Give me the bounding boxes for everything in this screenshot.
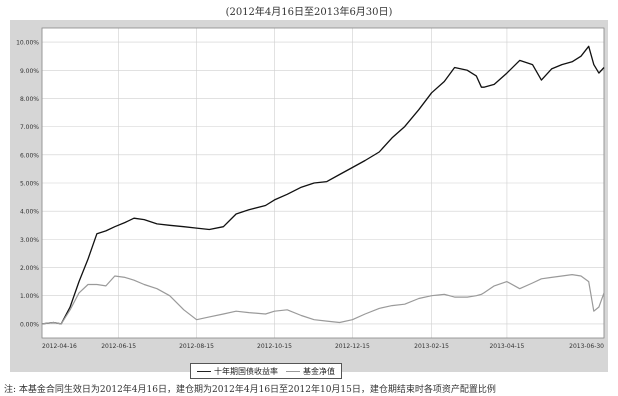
- x-axis-ticks: 2012-04-16 2012-06-15 2012-08-15 2012-10-15…: [42, 343, 604, 350]
- legend-label-series-1: 十年期国债收益率: [214, 366, 278, 376]
- y-tick-label: 4.00%: [20, 209, 39, 216]
- y-tick-label: 10.00%: [16, 40, 39, 47]
- y-tick-label: 5.00%: [20, 181, 39, 188]
- x-tick-label: 2013-04-15: [489, 343, 524, 350]
- x-tick-label: 2013-02-15: [414, 343, 449, 350]
- x-tick-label: 2012-04-16: [42, 343, 77, 350]
- legend-label-series-2: 基金净值: [303, 366, 335, 376]
- y-tick-label: 7.00%: [20, 124, 39, 131]
- y-tick-label: 1.00%: [20, 293, 39, 300]
- series-line-2: [41, 274, 605, 325]
- y-tick-label: 0.00%: [20, 321, 39, 328]
- x-tick-label: 2012-08-15: [179, 343, 214, 350]
- y-axis-ticks: 0.00% 1.00% 2.00% 3.00% 4.00% 5.00% 6.00% 7.00%…: [16, 40, 39, 329]
- y-tick-label: 2.00%: [20, 265, 39, 272]
- footnote: 注: 本基金合同生效日为2012年4月16日，建仓期为2012年4月16日至20…: [4, 385, 496, 395]
- line-chart: 0.00% 1.00% 2.00% 3.00% 4.00% 5.00% 6.00% 7.00%…: [10, 20, 608, 372]
- y-tick-label: 6.00%: [20, 152, 39, 159]
- legend-item-series-2: 基金净值: [286, 366, 335, 377]
- y-tick-label: 3.00%: [20, 237, 39, 244]
- series-lines: [41, 45, 605, 325]
- chart-caption: (2012年4月16日至2013年6月30日): [225, 7, 393, 18]
- legend-item-series-1: 十年期国债收益率: [197, 366, 278, 377]
- legend-swatch-series-1: [197, 370, 211, 372]
- chart-figure: 0.00% 1.00% 2.00% 3.00% 4.00% 5.00% 6.00% 7.00%…: [10, 20, 608, 379]
- x-tick-label: 2012-10-15: [257, 343, 292, 350]
- y-tick-label: 9.00%: [20, 68, 39, 75]
- chart-legend: 十年期国债收益率 基金净值: [190, 363, 342, 379]
- y-tick-label: 8.00%: [20, 96, 39, 103]
- x-tick-label: 2013-06-30: [569, 343, 604, 350]
- grid-lines: [41, 27, 605, 339]
- x-tick-label: 2012-06-15: [101, 343, 136, 350]
- x-tick-label: 2012-12-15: [335, 343, 370, 350]
- plot-border: [41, 27, 605, 339]
- series-line-1: [41, 45, 605, 325]
- legend-swatch-series-2: [286, 370, 300, 372]
